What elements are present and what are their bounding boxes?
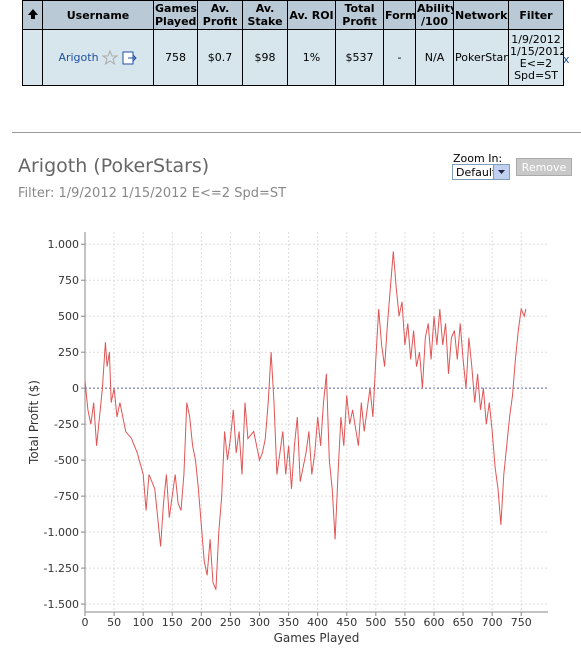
select-arrow [493,165,509,179]
cell-text: 1/9/2012 1/15/2012 E<=2 Spd=ST [510,32,564,82]
plot-area [85,232,548,612]
x-tick-label: 500 [365,616,386,629]
cell: 758 [153,29,198,86]
header-row: Username Games Played Av. Profit Av. Stake A… [22,0,564,30]
cell-text: $98 [254,50,276,64]
cell-text: 758 [165,50,186,64]
column-header[interactable]: Filter [508,0,564,30]
chart-subtitle: Filter: 1/9/2012 1/15/2012 E<=2 Spd=ST [18,186,287,201]
y-tick-label: -1.000 [44,526,79,539]
results-table: Username Games Played Av. Profit Av. Stake A… [22,0,564,86]
cell: 1% [287,29,336,86]
y-tick-label: -500 [54,454,79,467]
cell: N/A [415,29,454,86]
column-header[interactable]: Username [42,0,154,30]
x-tick-label: 450 [336,616,357,629]
column-header[interactable]: Form [383,0,416,30]
cell-text: - [397,50,402,64]
x-tick-label: 400 [307,616,328,629]
zoom-value: Default [456,166,497,179]
y-axis-label: Total Profit ($) [27,380,41,465]
x-tick-label: 300 [249,616,270,629]
cell: PokerStars [453,29,509,86]
x-tick-label: 750 [511,616,532,629]
x-tick-label: 350 [278,616,299,629]
y-tick-label: 0 [72,382,79,395]
data-row: Arigoth 758 $0.7 $98 1% $537 - N/A PokerStars 1/… [22,29,564,86]
x-tick-label: 250 [220,616,241,629]
arrow-icon [498,170,505,174]
cell-text: 1% [302,50,321,64]
y-tick-label: 1.000 [48,238,80,251]
x-tick-label: 100 [133,616,154,629]
cell: $98 [242,29,288,86]
separator [12,132,581,133]
username-link[interactable]: Arigoth [58,50,99,64]
zoom-select[interactable]: Default [452,164,510,180]
remove-link[interactable]: x [563,53,570,66]
column-header[interactable]: Total Profit [335,0,384,30]
x-tick-label: 200 [191,616,212,629]
cell: Arigoth [42,29,154,86]
column-header[interactable]: Network [453,0,509,30]
column-header[interactable]: Av. Profit [197,0,243,30]
y-tick-label: -1.250 [44,562,79,575]
arrow-icon [27,8,38,19]
sort-arrow[interactable] [22,0,43,30]
chart-title: Arigoth (PokerStars) [18,155,210,177]
cell: 1/9/2012 1/15/2012 E<=2 Spd=ST [508,29,564,86]
cell-text: $0.7 [207,50,233,64]
x-tick-label: 550 [394,616,415,629]
y-tick-label: 500 [58,310,79,323]
x-axis-label: Games Played [274,631,360,645]
y-tick-label: 750 [58,274,79,287]
column-header[interactable]: Games Played [153,0,198,30]
column-header[interactable]: Av. Stake [242,0,288,30]
x-tick-label: 700 [482,616,503,629]
cell [22,29,43,86]
cell-text: N/A [424,50,445,64]
profit-line [84,251,527,590]
y-tick-label: 250 [58,346,79,359]
favorite-icon[interactable] [101,49,119,66]
cell-text: $537 [345,50,374,64]
y-tick-label: -1.500 [44,598,79,611]
x-tick-label: 0 [82,616,89,629]
x-tick-label: 50 [107,616,121,629]
zoom-label: Zoom In: [453,152,503,165]
cell: $0.7 [197,29,243,86]
y-tick-label: -250 [54,418,79,431]
column-header[interactable]: Ability /100 [415,0,454,30]
cell: $537 [335,29,384,86]
cell-text: PokerStars [455,50,509,64]
cell: - [383,29,416,86]
column-header[interactable]: Av. ROI [287,0,336,30]
x-tick-label: 600 [423,616,444,629]
remove-button[interactable]: Remove [516,158,572,176]
x-tick-label: 150 [162,616,183,629]
export-icon[interactable] [122,50,138,66]
y-tick-label: -750 [54,490,79,503]
x-tick-label: 650 [453,616,474,629]
